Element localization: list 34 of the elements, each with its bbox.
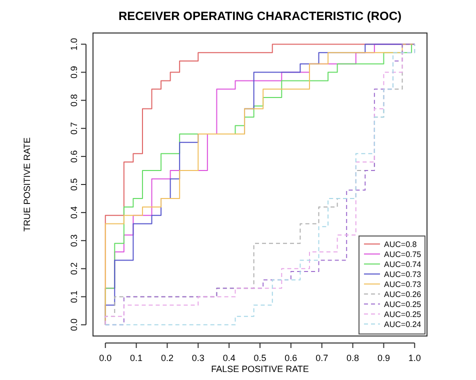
y-tick-label: 0.8: [69, 94, 79, 107]
legend-label: AUC=0.26: [384, 290, 422, 299]
x-tick-label: 0.7: [316, 353, 328, 363]
legend-label: AUC=0.25: [384, 310, 422, 319]
legend-label: AUC=0.8: [384, 240, 418, 249]
x-tick-label: 1.0: [408, 353, 421, 363]
y-tick-label: 1.0: [69, 38, 79, 50]
y-tick-label: 0.4: [69, 206, 79, 219]
legend-label: AUC=0.75: [384, 250, 422, 259]
x-tick-label: 0.6: [284, 353, 298, 363]
x-tick-label: 0.9: [377, 353, 390, 363]
y-tick-label: 0.0: [69, 318, 79, 332]
y-tick-label: 0.2: [69, 262, 79, 275]
legend-label: AUC=0.73: [384, 280, 422, 289]
y-tick-label: 0.9: [69, 66, 79, 79]
legend-label: AUC=0.24: [384, 320, 422, 329]
y-tick-label: 0.6: [69, 150, 79, 163]
x-tick-label: 0.5: [254, 353, 266, 363]
x-tick-label: 0.3: [192, 353, 204, 363]
y-tick-label: 0.3: [69, 234, 79, 247]
x-tick-label: 0.1: [130, 353, 143, 363]
chart-title: RECEIVER OPERATING CHARACTERISTIC (ROC): [118, 9, 402, 23]
x-tick-label: 0.8: [346, 353, 360, 363]
x-tick-label: 0.0: [99, 353, 112, 363]
legend-label: AUC=0.74: [384, 260, 422, 269]
y-axis-title: TRUE POSITIVE RATE: [22, 137, 32, 232]
legend-label: AUC=0.25: [384, 300, 422, 309]
x-tick-label: 0.2: [160, 353, 174, 363]
x-tick-label: 0.4: [222, 353, 236, 363]
x-axis-title: FALSE POSITIVE RATE: [211, 364, 309, 374]
legend-label: AUC=0.73: [384, 270, 422, 279]
y-tick-label: 0.7: [69, 122, 79, 135]
y-tick-label: 0.5: [69, 178, 79, 191]
y-tick-label: 0.1: [69, 290, 79, 303]
